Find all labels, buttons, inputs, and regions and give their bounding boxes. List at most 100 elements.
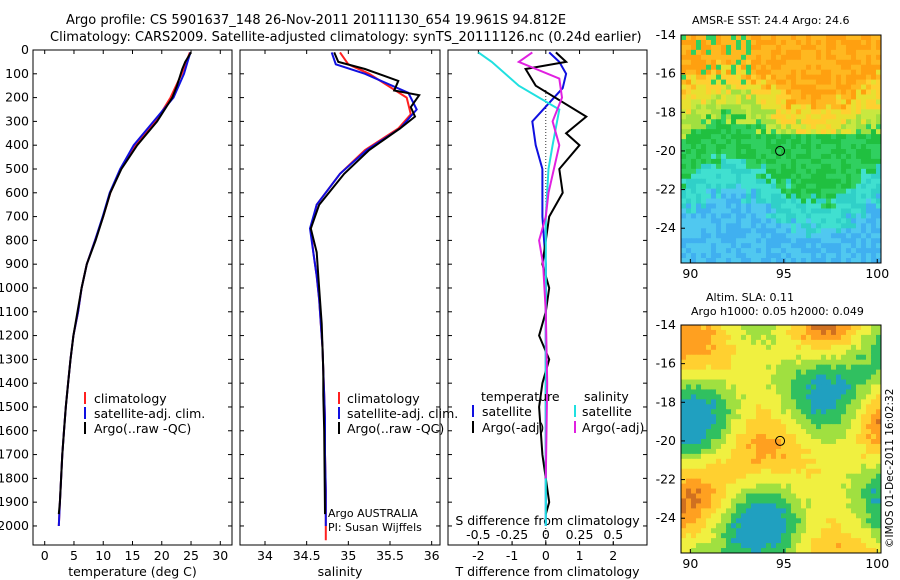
credit-text: ©IMOS 01-Dec-2011 16:02:32 [884, 389, 896, 548]
legend-satellite-adj: satellite-adj. clim. [347, 406, 458, 421]
map-frame [680, 324, 882, 554]
x-tick-label: 0 [542, 548, 550, 563]
x-tick-label: 1 [576, 548, 584, 563]
y-tick-label: 1400 [0, 375, 29, 390]
y-tick-label: 1200 [0, 328, 29, 343]
s-tick-label: -0.5 [466, 527, 490, 542]
y-tick-label: 800 [5, 232, 29, 247]
y-tick-label: 1100 [0, 304, 29, 319]
map-y-tick-label: -24 [656, 510, 676, 525]
x-axis-label: salinity [318, 564, 363, 579]
map-y-tick-label: -14 [656, 317, 676, 332]
map-y-tick-label: -16 [656, 66, 676, 81]
series-line-argo [309, 52, 421, 515]
x-tick-label: 15 [125, 548, 141, 563]
series-line-salinity-satellite [477, 51, 561, 526]
y-tick-label: 600 [5, 185, 29, 200]
map-colormap [681, 35, 882, 264]
x-tick-label: 36 [424, 548, 440, 563]
float-pi: PI: Susan Wijffels [328, 521, 422, 534]
float-institution: Argo AUSTRALIA [328, 507, 418, 520]
y-tick-label: 1700 [0, 447, 29, 462]
legend-satellite-adj: satellite-adj. clim. [94, 406, 205, 421]
argo-location-marker [775, 435, 786, 446]
sla-map: 90 95 100 -14 -16 -18 -20 -22 -24 [656, 317, 890, 571]
x-tick-label: 30 [212, 548, 228, 563]
series-line-salinity-argo [516, 51, 564, 479]
x-tick-label: 20 [154, 548, 170, 563]
map-y-tick-label: -24 [656, 220, 676, 235]
temperature-legend: climatology satellite-adj. clim. Argo(..… [84, 391, 205, 436]
y-tick-label: 300 [5, 113, 29, 128]
y-tick-label: 1600 [0, 423, 29, 438]
map-y-tick-label: -16 [656, 356, 676, 371]
y-tick-label: 1500 [0, 399, 29, 414]
legend-salinity: salinity [584, 389, 629, 404]
sla-map-title-line2: Argo h1000: 0.05 h2000: 0.049 [691, 305, 864, 318]
s-tick-label: 0.25 [566, 527, 594, 542]
x-tick-label: 10 [95, 548, 111, 563]
legend-s-argo: Argo(-adj) [582, 420, 644, 435]
legend-argo-raw: Argo(..raw -QC) [94, 421, 191, 436]
x-tick-label: 34.5 [293, 548, 321, 563]
y-tick-label: 500 [5, 161, 29, 176]
difference-panel: -2 -1 0 1 2T difference from climatology -0.5… [447, 49, 648, 579]
map-y-tick-label: -22 [656, 182, 676, 197]
map-y-tick-label: -18 [656, 394, 676, 409]
y-tick-label: 1900 [0, 494, 29, 509]
series-line-argo [57, 51, 192, 515]
difference-legend: temperature satellite Argo(-adj) salinit… [472, 389, 644, 435]
plot-frame [32, 49, 233, 546]
map-x-tick-label: 95 [776, 266, 792, 281]
map-colormap [681, 325, 882, 554]
s-tick-label: 0.5 [603, 527, 623, 542]
y-tick-label: 2000 [0, 518, 29, 533]
salinity-legend: climatology satellite-adj. clim. Argo(..… [338, 391, 458, 436]
x-tick-label: -2 [472, 548, 484, 563]
s-tick-label: 0 [542, 527, 550, 542]
x-axis-label: T difference from climatology [454, 564, 640, 579]
s-axis-label: S difference from climatology [455, 513, 640, 528]
sla-map-title-line1: Altim. SLA: 0.11 [706, 291, 794, 304]
y-tick-label: 1000 [0, 280, 29, 295]
y-tick-label: 700 [5, 209, 29, 224]
x-tick-label: 34 [257, 548, 273, 563]
salinity-panel: 34 34.5 35 35.5 36 salinity [239, 49, 441, 579]
x-axis-label: temperature (deg C) [68, 564, 197, 579]
y-tick-label: 1300 [0, 351, 29, 366]
map-y-tick-label: -22 [656, 472, 676, 487]
y-tick-label: 1800 [0, 470, 29, 485]
legend-climatology: climatology [94, 391, 167, 406]
title-line2: Climatology: CARS2009. Satellite-adjuste… [50, 30, 642, 45]
legend-t-satellite: satellite [482, 404, 532, 419]
temperature-panel: 0 100 200 300 400 500 600 700 800 900 1000 1100 1200… [0, 42, 233, 579]
legend-climatology: climatology [347, 391, 420, 406]
title-line1: Argo profile: CS 5901637_148 26-Nov-2011… [66, 13, 566, 28]
y-tick-label: 900 [5, 256, 29, 271]
map-y-tick-label: -20 [656, 143, 676, 158]
map-x-tick-label: 100 [865, 266, 889, 281]
y-tick-label: 200 [5, 90, 29, 105]
s-tick-label: -0.25 [496, 527, 528, 542]
x-tick-label: 0 [41, 548, 49, 563]
plot-frame [239, 49, 441, 546]
y-tick-label: 100 [5, 66, 29, 81]
map-x-tick-label: 95 [776, 556, 792, 571]
x-tick-label: -1 [506, 548, 518, 563]
legend-t-argo: Argo(-adj) [482, 420, 544, 435]
sst-map-title: AMSR-E SST: 24.4 Argo: 24.6 [692, 14, 850, 27]
argo-location-marker [775, 145, 786, 156]
map-y-tick-label: -20 [656, 433, 676, 448]
map-frame [680, 34, 882, 264]
legend-s-satellite: satellite [582, 404, 632, 419]
x-tick-label: 35.5 [376, 548, 404, 563]
y-tick-label: 400 [5, 137, 29, 152]
sst-map: 90 95 100 -14 -16 -18 -20 -22 -24 [656, 27, 890, 281]
map-x-tick-label: 90 [682, 266, 698, 281]
x-tick-label: 5 [70, 548, 78, 563]
x-tick-label: 2 [609, 548, 617, 563]
series-line-satellite [308, 52, 418, 526]
map-y-tick-label: -18 [656, 104, 676, 119]
legend-argo-raw: Argo(..raw -QC) [347, 421, 444, 436]
